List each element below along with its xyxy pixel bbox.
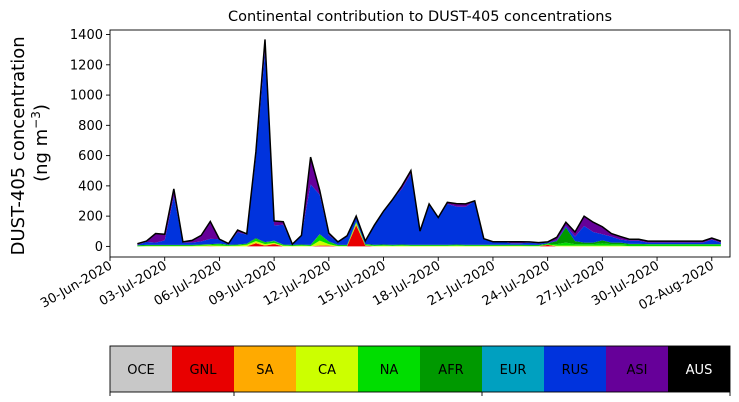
y-axis-label: DUST-405 concentration (ng m−3) [8,31,52,256]
y-tick-label: 1200 [70,58,103,73]
legend-label-afr: AFR [438,363,463,378]
legend-swatch-ca [296,346,358,392]
y-tick-label: 0 [95,240,103,255]
legend-label-aus: AUS [686,363,713,378]
y-axis: 0 200 400 600 800 1000 1200 1400 [70,28,110,255]
y-tick-label: 600 [78,149,103,164]
legend-label-rus: RUS [562,363,589,378]
legend-label-eur: EUR [500,363,527,378]
legend-frame [109,345,731,393]
area-rus [137,51,721,246]
legend-swatch-eur [482,346,544,392]
y-tick-label: 800 [78,119,103,134]
plot-frame [109,29,731,258]
legend-label-sa: SA [256,363,273,378]
legend-swatch-gnl [172,346,234,392]
legend-label-asi: ASI [627,363,648,378]
y-tick-label: 400 [78,179,103,194]
stacked-areas [137,39,721,247]
y-axis-label-unit: (ng m [31,129,52,182]
legend-swatch-sa [234,346,296,392]
legend-label-na: NA [380,363,399,378]
legend-swatch-na [358,346,420,392]
y-tick-label: 1400 [70,28,103,43]
y-axis-label-unit-close: ) [31,104,52,111]
chart-title: Continental contribution to DUST-405 con… [228,9,612,25]
y-axis-label-unit-sup: −3 [29,111,43,129]
y-tick-label: 200 [78,210,103,225]
y-tick-label: 1000 [70,89,103,104]
legend-label-oce: OCE [127,363,155,378]
legend-swatch-afr [420,346,482,392]
legend-swatch-oce [110,346,172,392]
y-axis-label-line1: DUST-405 concentration [8,36,29,255]
total-outline [137,39,722,246]
legend-label-gnl: GNL [189,363,217,378]
legend-swatch-aus [668,346,730,392]
legend: OCE GNL SA CA NA AFR EUR RUS ASI AUS [109,345,731,396]
legend-swatch-asi [606,346,668,392]
x-axis: 30-Jun-202003-Jul-202006-Jul-202009-Jul-… [38,257,717,314]
legend-label-ca: CA [318,363,336,378]
legend-swatch-rus [544,346,606,392]
